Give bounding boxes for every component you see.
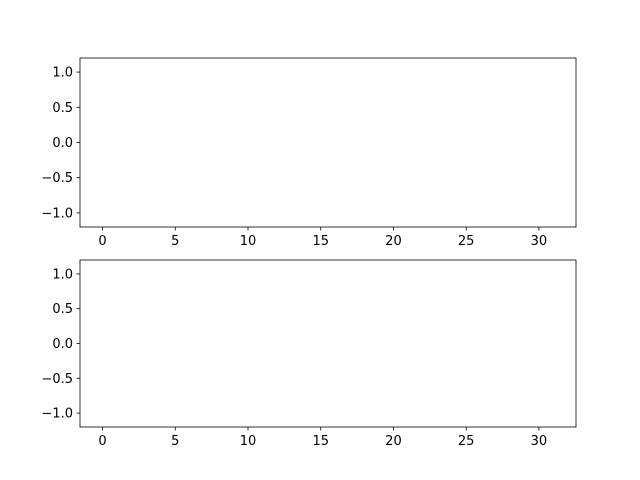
x-tick-label: 30 xyxy=(531,434,548,449)
x-tick-label: 15 xyxy=(312,234,329,249)
x-tick-label: 20 xyxy=(385,234,402,249)
y-tick-label: −0.5 xyxy=(41,171,73,186)
x-tick-label: 20 xyxy=(385,434,402,449)
x-tick-label: 5 xyxy=(171,234,179,249)
x-tick-label: 25 xyxy=(458,234,475,249)
y-tick-label: −1.0 xyxy=(41,206,73,221)
axes-frame xyxy=(79,57,577,228)
y-tick-label: 0.0 xyxy=(52,337,73,352)
x-tick-label: 25 xyxy=(458,434,475,449)
x-tick-label: 0 xyxy=(98,234,106,249)
x-tick-label: 30 xyxy=(531,234,548,249)
x-tick-label: 10 xyxy=(240,234,257,249)
top-chart: 0 5 10 15 20 25 30 −1.0 −0.5 0.0 0.5 1.0 xyxy=(41,57,577,249)
x-tick-label: 15 xyxy=(312,434,329,449)
y-tick-label: −0.5 xyxy=(41,372,73,387)
x-tick-label: 10 xyxy=(240,434,257,449)
y-tick-label: −1.0 xyxy=(41,407,73,422)
x-tick-label: 5 xyxy=(171,434,179,449)
axes-frame xyxy=(79,259,577,428)
y-tick-label: 1.0 xyxy=(52,267,73,282)
y-tick-label: 0.0 xyxy=(52,136,73,151)
y-tick-label: 0.5 xyxy=(52,101,73,116)
x-tick-label: 0 xyxy=(98,434,106,449)
y-tick-label: 1.0 xyxy=(52,66,73,81)
bottom-chart: 0 5 10 15 20 25 30 −1.0 −0.5 0.0 0.5 1.0 xyxy=(41,259,577,449)
y-tick-label: 0.5 xyxy=(52,302,73,317)
